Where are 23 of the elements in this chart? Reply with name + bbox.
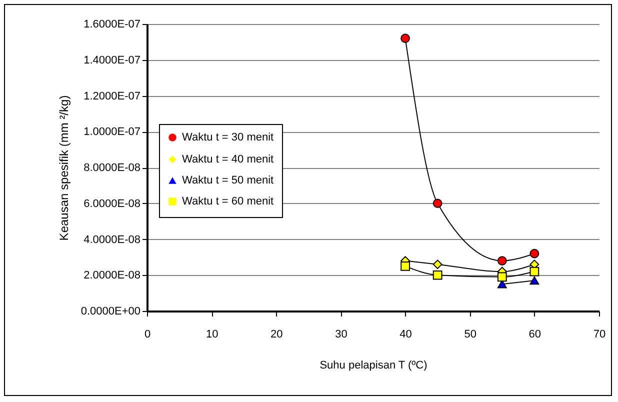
x-axis-title: Suhu pelapisan T (ºC) [320,360,428,372]
y-tick-label: 1.2000E-07 [84,90,140,102]
legend-label: Waktu t = 60 menit [182,196,274,208]
y-tick-label: 6.0000E-08 [84,198,140,210]
x-tick-label: 30 [335,328,348,340]
x-tick-label: 10 [206,328,218,340]
x-tick-label: 50 [464,328,476,340]
y-tick-label: 1.4000E-07 [84,54,140,66]
x-tick-label: 40 [400,328,412,340]
y-tick-label: 8.0000E-08 [84,162,140,174]
x-tick-label: 60 [528,328,542,340]
x-tick-label: 70 [593,328,606,340]
y-tick-label: 1.0000E-07 [84,126,140,138]
legend-label: Waktu t = 30 menit [182,132,274,144]
y-tick-label: 4.0000E-08 [84,234,140,246]
legend-label: Waktu t = 50 menit [182,174,274,186]
y-axis-title: Keausan spesifik (mm ²/kg) [56,95,71,241]
y-tick-label: 2.0000E-08 [84,270,140,282]
x-tick-label: 0 [144,328,151,340]
x-tick-label: 20 [270,328,283,340]
y-tick-label: 1.6000E-07 [84,18,140,30]
legend-label: Waktu t = 40 menit [182,154,274,166]
y-tick-label: 0.0000E+00 [80,306,140,318]
